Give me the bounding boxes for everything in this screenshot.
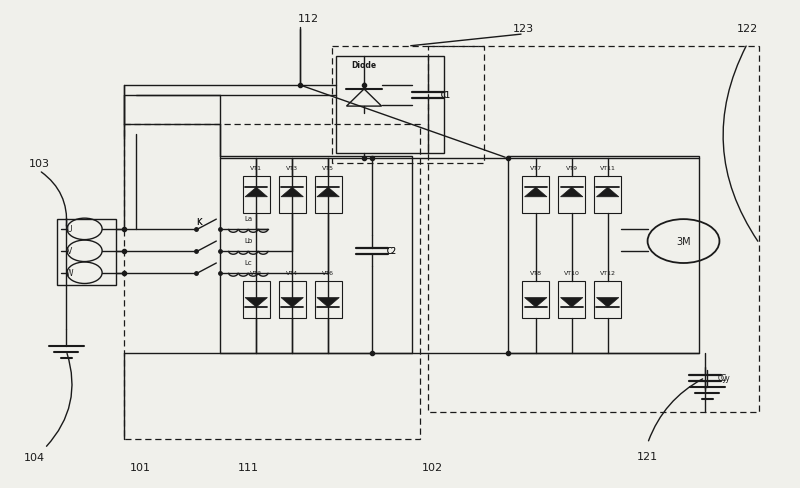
Polygon shape: [525, 298, 547, 307]
Text: VT3: VT3: [286, 166, 298, 171]
Text: Cy: Cy: [718, 373, 727, 382]
Bar: [242, 282, 270, 318]
Text: VT8: VT8: [530, 270, 542, 275]
Text: K: K: [196, 218, 202, 226]
Text: Diode: Diode: [351, 61, 377, 70]
Bar: [594, 282, 622, 318]
Text: La: La: [244, 216, 252, 222]
Text: 3M: 3M: [676, 237, 691, 246]
Text: VT11: VT11: [600, 166, 615, 171]
Text: 122: 122: [737, 24, 758, 34]
Text: Lb: Lb: [244, 238, 252, 244]
Text: VT7: VT7: [530, 166, 542, 171]
Bar: [242, 177, 270, 214]
Text: C2: C2: [387, 247, 397, 256]
Bar: [522, 177, 550, 214]
Text: 102: 102: [422, 462, 442, 472]
Polygon shape: [245, 298, 267, 307]
Text: 112: 112: [298, 14, 318, 24]
Text: VT1: VT1: [250, 166, 262, 171]
Polygon shape: [317, 298, 339, 307]
Text: VT12: VT12: [600, 270, 616, 275]
Text: VT4: VT4: [286, 270, 298, 275]
Bar: [332, 47, 484, 163]
Text: 101: 101: [130, 462, 151, 472]
Bar: [220, 157, 412, 353]
Text: VT9: VT9: [566, 166, 578, 171]
Text: C2: C2: [387, 247, 397, 256]
Text: W: W: [66, 269, 73, 278]
Bar: [558, 282, 586, 318]
Text: V: V: [66, 247, 72, 256]
Text: Lc: Lc: [244, 260, 252, 265]
Bar: [522, 282, 550, 318]
Text: VT6: VT6: [322, 270, 334, 275]
Text: 103: 103: [29, 159, 50, 169]
Polygon shape: [281, 298, 303, 307]
Bar: [428, 47, 759, 412]
Polygon shape: [597, 188, 619, 197]
Text: VT5: VT5: [322, 166, 334, 171]
Polygon shape: [561, 298, 583, 307]
Bar: [558, 177, 586, 214]
Bar: [278, 282, 306, 318]
Polygon shape: [597, 298, 619, 307]
Text: 104: 104: [24, 452, 45, 462]
Text: C1: C1: [441, 91, 450, 100]
Bar: [594, 177, 622, 214]
Bar: [57, 220, 117, 285]
Polygon shape: [561, 188, 583, 197]
Bar: [314, 282, 342, 318]
Text: 121: 121: [637, 451, 658, 461]
Polygon shape: [525, 188, 547, 197]
Text: VT2: VT2: [250, 270, 262, 275]
Text: Cy: Cy: [720, 373, 730, 382]
Bar: [336, 57, 444, 154]
Polygon shape: [245, 188, 267, 197]
Bar: [278, 177, 306, 214]
Bar: [125, 125, 420, 439]
Text: VT10: VT10: [564, 270, 580, 275]
Text: 111: 111: [238, 462, 258, 472]
Bar: [314, 177, 342, 214]
Bar: [508, 157, 699, 353]
Text: U: U: [66, 225, 72, 234]
Text: C1: C1: [441, 91, 450, 100]
Polygon shape: [317, 188, 339, 197]
Text: K: K: [196, 218, 202, 226]
Text: 123: 123: [514, 24, 534, 34]
Polygon shape: [281, 188, 303, 197]
